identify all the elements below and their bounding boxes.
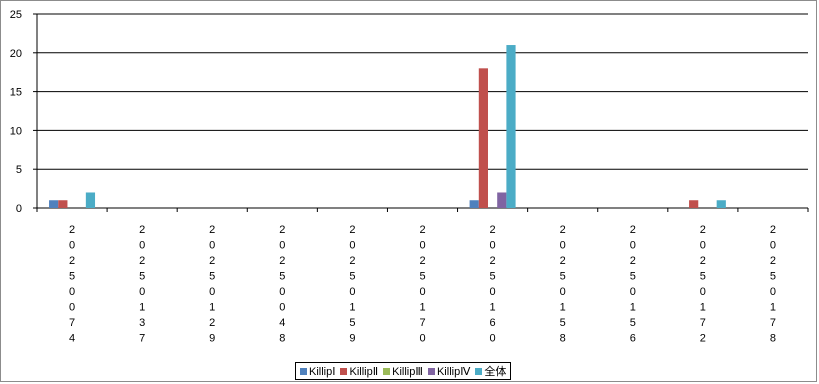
bar <box>49 200 59 208</box>
y-tick-label: 25 <box>10 9 22 21</box>
y-tick-label: 15 <box>10 87 22 99</box>
bar <box>58 200 68 208</box>
legend-item: KillipⅠ <box>300 365 335 378</box>
legend-swatch <box>427 367 435 375</box>
legend-label: KillipⅢ <box>392 365 423 378</box>
y-tick-label: 5 <box>16 164 22 176</box>
legend-label: KillipⅠ <box>309 365 336 378</box>
y-tick-label: 20 <box>10 48 22 60</box>
legend-swatch <box>300 367 307 375</box>
legend-item: 全体 <box>475 363 506 379</box>
bar <box>716 200 726 208</box>
legend-swatch <box>475 367 483 375</box>
legend-label: KillipⅣ <box>436 365 471 378</box>
legend-swatch <box>383 367 391 375</box>
y-tick-label: 10 <box>10 125 22 137</box>
legend-label: 全体 <box>484 366 507 378</box>
legend-item: KillipⅢ <box>383 365 423 378</box>
legend-item: KillipⅡ <box>340 365 378 378</box>
bar <box>497 192 507 208</box>
legend-swatch <box>340 367 348 375</box>
y-tick-label: 0 <box>16 203 22 215</box>
bar <box>85 192 96 208</box>
legend: KillipⅠ KillipⅡ KillipⅢ KillipⅣ 全体 <box>295 362 512 380</box>
bar <box>506 45 516 208</box>
legend-label: KillipⅡ <box>349 365 379 378</box>
bar <box>478 68 488 208</box>
bar <box>469 200 479 208</box>
bar <box>689 200 699 208</box>
legend-item: KillipⅣ <box>427 365 471 378</box>
